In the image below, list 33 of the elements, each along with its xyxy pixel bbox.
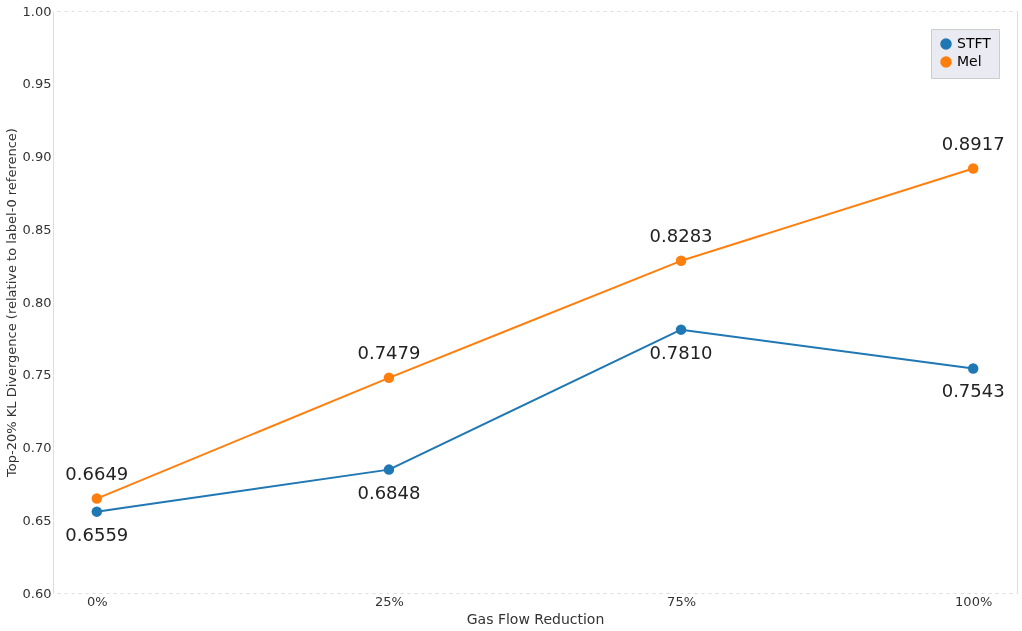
y-tick-label: 0.80 — [22, 294, 52, 310]
legend-label: Mel — [957, 53, 982, 69]
point — [675, 255, 687, 267]
y-tick-label: 0.70 — [22, 440, 52, 455]
y-tick-label: 0.95 — [22, 76, 52, 92]
y-tick-label: 0.90 — [22, 149, 52, 164]
data-label: 0.6559 — [65, 523, 129, 545]
y-tick-label: 0.75 — [22, 367, 52, 383]
data-label: 0.7810 — [649, 341, 713, 363]
data-label: 0.6649 — [65, 462, 129, 484]
data-label: 0.6848 — [357, 481, 421, 503]
y-tick-label: 0.60 — [22, 585, 52, 601]
y-tick-label: 0.85 — [22, 221, 52, 237]
point — [967, 163, 979, 174]
point — [383, 464, 395, 475]
x-tick-label: 25% — [374, 593, 404, 609]
data-label: 0.7543 — [941, 380, 1005, 402]
y-tick-label: 0.65 — [22, 512, 52, 528]
y-axis-title: Top-20% KL Divergence (relative to label-0 reference) — [3, 128, 19, 478]
x-tick-label: 100% — [955, 593, 993, 609]
y-tick-label: 1.00 — [22, 3, 52, 19]
data-label: 0.7479 — [357, 341, 421, 363]
data-label: 0.8917 — [941, 132, 1005, 154]
point — [675, 324, 687, 335]
point — [967, 363, 979, 374]
x-tick-label: 0% — [87, 593, 108, 609]
point — [383, 372, 395, 384]
x-axis-title: Gas Flow Reduction — [466, 610, 605, 627]
point — [91, 506, 103, 517]
legend-label: STFT — [957, 35, 992, 51]
point — [91, 493, 103, 504]
x-tick-label: 75% — [667, 593, 697, 609]
data-label: 0.8283 — [649, 224, 713, 246]
